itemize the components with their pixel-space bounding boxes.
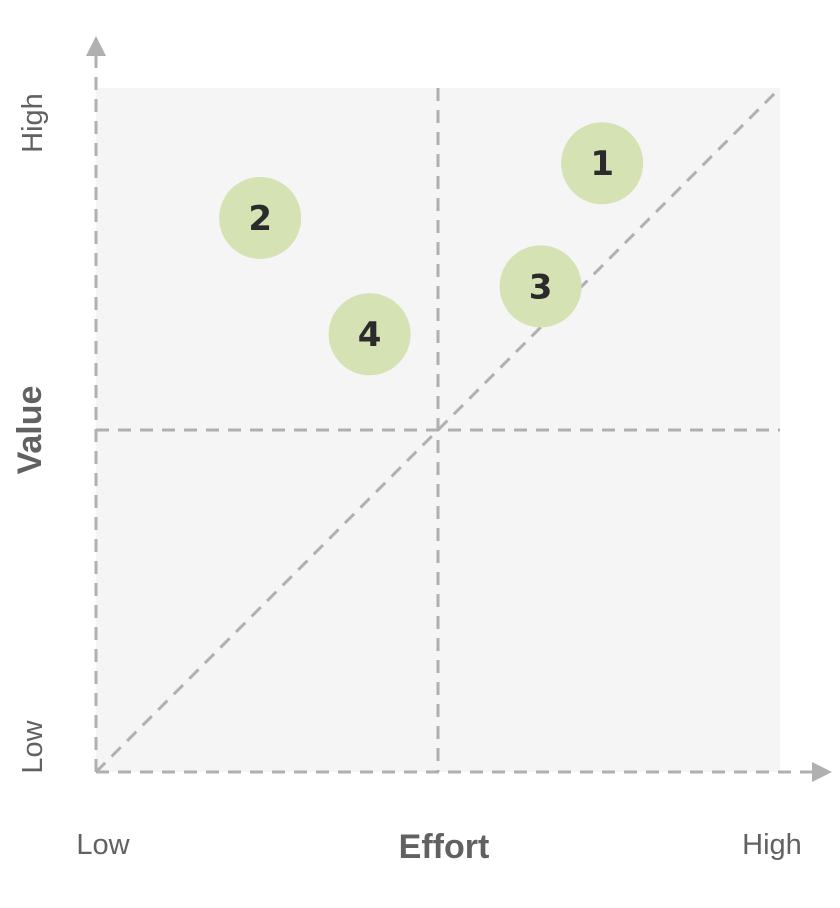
diagonal-reference-line (94, 86, 782, 774)
y-axis-high-label: High (17, 93, 49, 153)
x-axis-high-label: High (742, 829, 802, 861)
data-point-label: 1 (590, 144, 614, 184)
data-point-3: 3 (499, 245, 582, 328)
y-axis-arrow-icon (86, 36, 106, 56)
y-axis-low-label: Low (17, 719, 49, 773)
data-points: 1 2 3 4 (219, 122, 644, 376)
data-point-4: 4 (328, 293, 411, 376)
data-point-bubble (561, 122, 644, 205)
data-point-bubble (219, 176, 302, 259)
x-axis-arrow-icon (812, 762, 832, 782)
data-point-bubble (499, 245, 582, 328)
data-point-label: 2 (248, 199, 272, 239)
data-point-2: 2 (219, 176, 302, 259)
data-point-1: 1 (561, 122, 644, 205)
data-point-label: 4 (358, 315, 382, 355)
x-axis-title: Effort (399, 828, 490, 866)
data-point-bubble (328, 293, 411, 376)
data-point-label: 3 (529, 267, 553, 307)
y-axis-title: Value (11, 386, 49, 475)
x-axis-low-label: Low (76, 829, 130, 861)
